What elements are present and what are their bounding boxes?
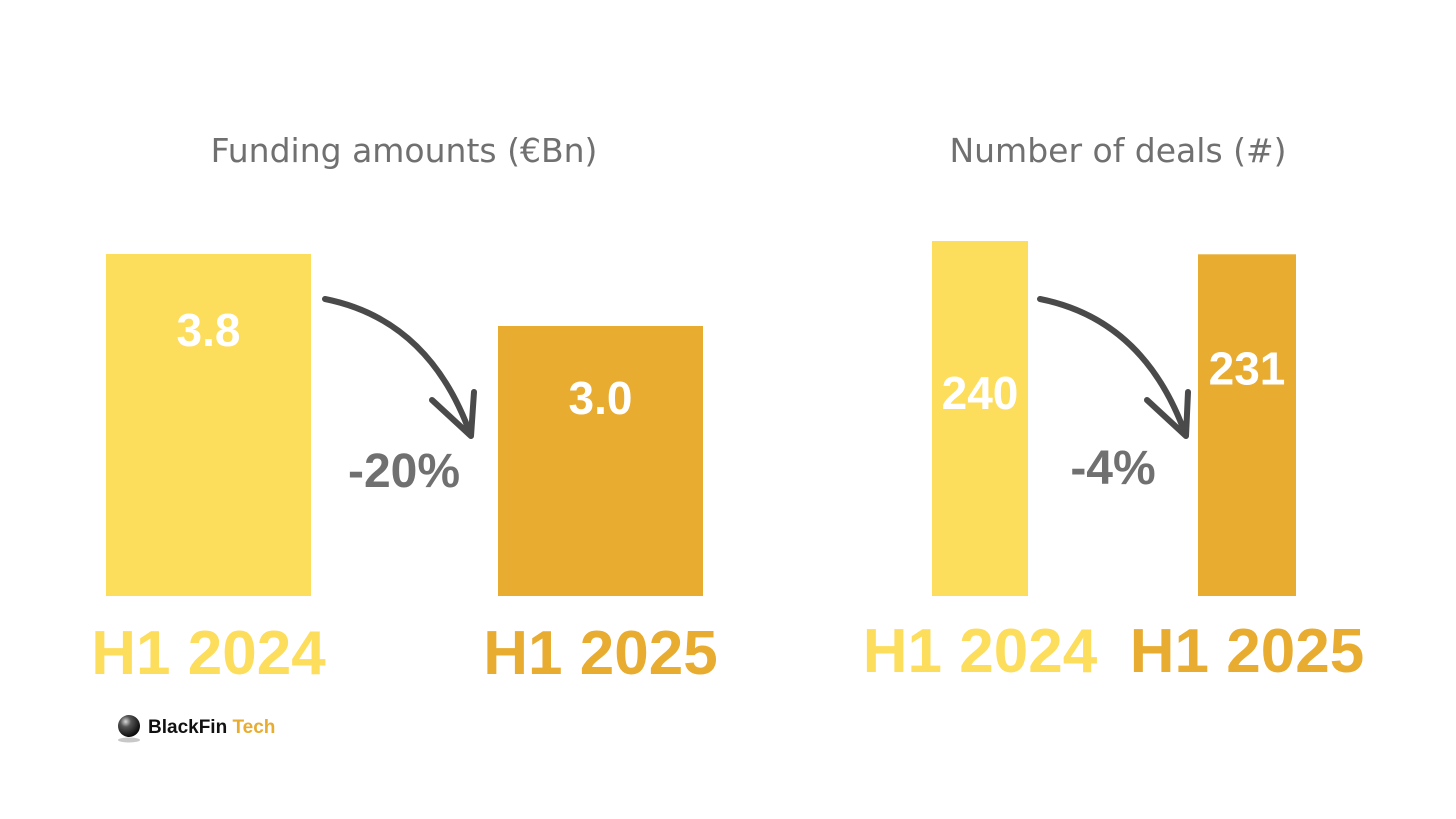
funding-change-label: -20% [348,445,460,498]
deals-chart-title: Number of deals (#) [949,131,1286,170]
funding-chart: Funding amounts (€Bn) 3.8 3.0 H1 2024 H1… [91,131,717,688]
logo-suffix: Tech [227,717,275,738]
logo-text: BlackFin Tech [148,717,275,738]
funding-bar-h1-2024 [106,254,311,596]
deals-bar-h1-2024 [932,241,1028,596]
deals-bar-h1-2025 [1198,254,1296,596]
logo-shadow [118,737,140,743]
deals-chart: Number of deals (#) 240 231 H1 2024 H1 2… [863,131,1364,686]
funding-category-h1-2024: H1 2024 [91,619,326,688]
funding-chart-title: Funding amounts (€Bn) [211,131,598,170]
blackfin-logo: BlackFin Tech [118,715,275,743]
funding-value-label-h1-2025: 3.0 [569,372,633,424]
logo-brand: BlackFin [148,717,227,738]
deals-decrease-arrow-icon [1037,296,1191,439]
funding-bar-h1-2025 [498,326,703,596]
sphere-logo-icon [118,715,140,737]
funding-value-label-h1-2024: 3.8 [177,304,241,356]
deals-value-label-h1-2025: 231 [1209,342,1286,394]
funding-category-h1-2025: H1 2025 [483,619,717,688]
funding-decrease-arrow-icon [322,296,477,439]
deals-category-h1-2024: H1 2024 [863,617,1098,686]
deals-value-label-h1-2024: 240 [942,367,1019,419]
deals-change-label: -4% [1070,442,1155,495]
deals-category-h1-2025: H1 2025 [1130,617,1364,686]
